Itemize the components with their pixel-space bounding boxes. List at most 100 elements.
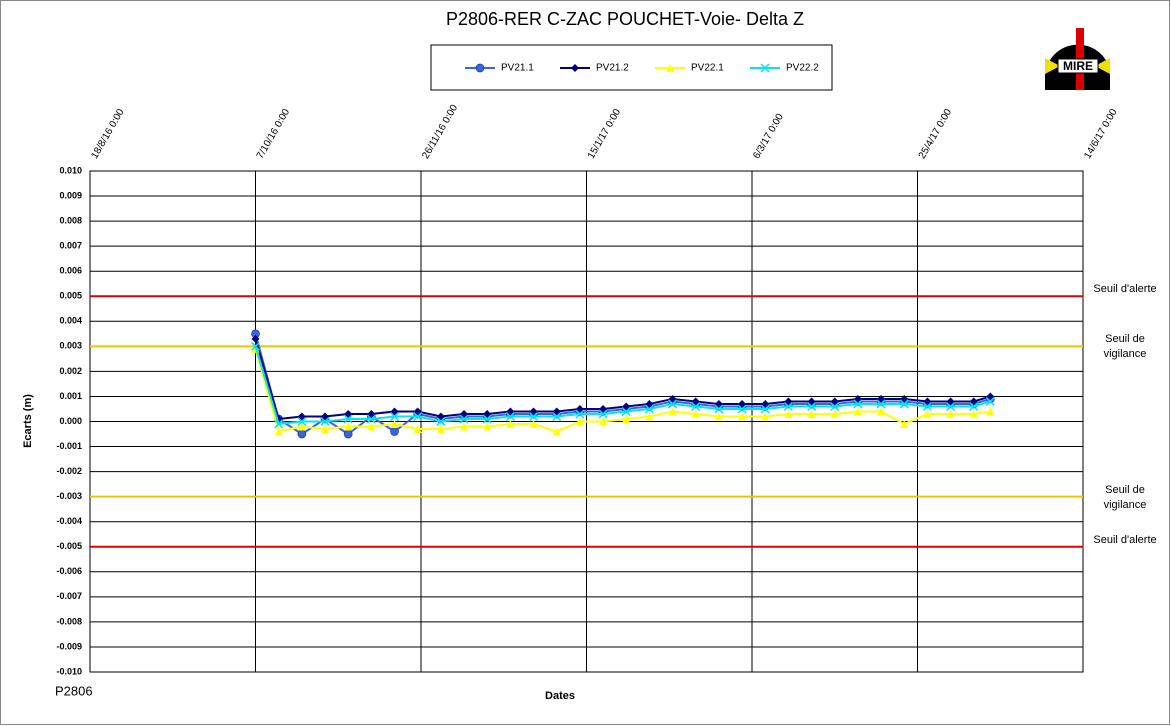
data-point — [899, 399, 909, 409]
legend-label: PV22.1 — [691, 63, 724, 74]
data-point — [923, 409, 932, 418]
data-point — [985, 396, 995, 406]
data-point — [807, 409, 816, 418]
data-point — [344, 422, 353, 431]
y-tick-label: -0.010 — [56, 666, 82, 676]
data-point — [668, 407, 677, 416]
data-point — [366, 414, 376, 424]
logo-text: MIRE — [1063, 59, 1093, 73]
data-point — [506, 420, 515, 429]
footer-text: P2806 — [55, 683, 93, 698]
data-point — [946, 409, 955, 418]
data-point — [969, 409, 978, 418]
data-point — [460, 422, 469, 431]
data-point — [598, 409, 608, 419]
data-point — [343, 429, 353, 439]
data-point — [760, 404, 770, 414]
data-point — [760, 63, 770, 73]
series — [251, 344, 995, 436]
logo-arrow — [1095, 58, 1110, 74]
threshold-label: Seuil de vigilance — [1103, 483, 1147, 511]
data-point — [390, 420, 399, 429]
y-tick-label: -0.002 — [56, 466, 82, 476]
data-point — [575, 409, 585, 419]
data-point — [505, 411, 515, 422]
data-point — [343, 414, 353, 424]
data-point — [390, 427, 399, 436]
data-point — [986, 407, 995, 416]
data-point — [737, 404, 747, 414]
y-tick-label: 0.003 — [59, 341, 82, 351]
y-tick-label: -0.005 — [56, 541, 82, 551]
y-tick-label: 0.009 — [59, 190, 82, 200]
logo-arrow — [1045, 58, 1060, 74]
data-point — [321, 425, 330, 434]
data-point — [969, 401, 979, 412]
y-tick-label: 0.002 — [59, 366, 82, 376]
y-tick-label: 0.007 — [59, 241, 82, 251]
data-point — [645, 412, 654, 421]
data-point — [666, 64, 674, 72]
data-point — [552, 427, 561, 436]
data-point — [552, 411, 562, 422]
data-point — [274, 419, 284, 429]
threshold-label: Seuil d'alerte — [1093, 533, 1157, 546]
y-axis-label: Ecarts (m) — [22, 394, 34, 448]
data-point — [830, 401, 840, 412]
data-point — [297, 416, 307, 427]
y-tick-label: -0.001 — [56, 441, 82, 451]
data-point — [783, 401, 793, 412]
data-point — [320, 416, 330, 427]
data-point — [367, 422, 376, 431]
data-point — [784, 409, 793, 418]
data-point — [691, 409, 700, 418]
data-point — [946, 401, 956, 412]
data-point — [853, 399, 863, 409]
data-point — [250, 341, 261, 351]
legend-label: PV22.2 — [786, 63, 819, 74]
data-point — [807, 401, 817, 412]
y-tick-label: 0.010 — [59, 165, 82, 175]
y-tick-label: -0.003 — [56, 491, 82, 501]
y-tick-label: 0.001 — [59, 391, 82, 401]
data-point — [830, 409, 839, 418]
data-point — [714, 404, 724, 414]
data-point — [297, 422, 306, 431]
data-point — [714, 412, 723, 421]
threshold-label: Seuil d'alerte — [1093, 283, 1157, 296]
data-point — [877, 407, 886, 416]
y-tick-label: -0.004 — [56, 516, 82, 526]
data-point — [922, 401, 932, 412]
data-point — [691, 401, 701, 412]
y-tick-label: -0.009 — [56, 641, 82, 651]
logo: MIRE — [1045, 28, 1110, 90]
data-point — [413, 425, 422, 434]
y-tick-label: 0.008 — [59, 215, 82, 225]
data-point — [475, 63, 485, 73]
data-point — [853, 407, 862, 416]
y-tick-label: 0.000 — [59, 416, 82, 426]
data-point — [413, 411, 423, 422]
data-point — [738, 412, 747, 421]
data-point — [622, 414, 631, 423]
data-point — [575, 417, 584, 426]
data-point — [876, 399, 886, 409]
data-point — [571, 64, 579, 72]
data-point — [482, 414, 492, 424]
data-point — [761, 412, 770, 421]
y-tick-label: 0.004 — [59, 316, 82, 326]
y-tick-label: 0.006 — [59, 266, 82, 276]
y-tick-label: -0.006 — [56, 566, 82, 576]
data-point — [644, 404, 654, 414]
data-point — [529, 420, 538, 429]
chart-title: P2806-RER C-ZAC POUCHET-Voie- Delta Z — [446, 9, 804, 29]
data-point — [389, 411, 400, 422]
y-tick-label: -0.008 — [56, 616, 82, 626]
data-point — [459, 414, 469, 424]
data-point — [436, 425, 445, 434]
y-tick-label: 0.005 — [59, 291, 82, 301]
data-point — [297, 429, 307, 439]
legend-label: PV21.2 — [596, 63, 629, 74]
